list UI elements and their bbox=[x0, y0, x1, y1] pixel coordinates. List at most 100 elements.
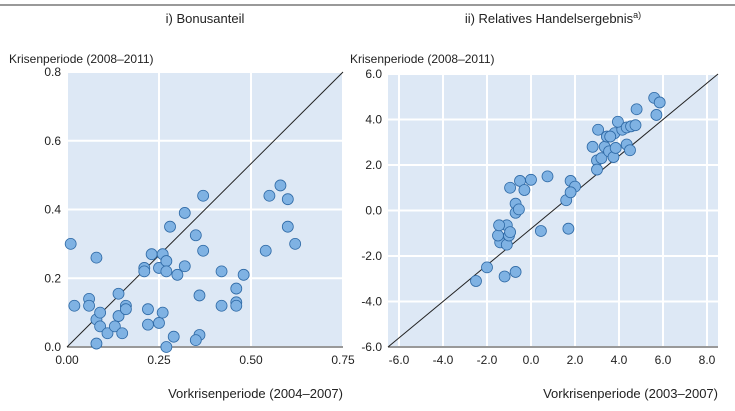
chart-title: ii) Relatives Handelsergebnisa) bbox=[465, 10, 641, 26]
chart-title-text: i) Bonusanteil bbox=[166, 11, 245, 26]
point bbox=[112, 287, 125, 300]
point bbox=[481, 261, 493, 274]
point bbox=[189, 229, 202, 242]
point bbox=[116, 327, 129, 340]
point bbox=[586, 140, 599, 153]
x-tick-label: 0.50 bbox=[239, 353, 263, 367]
y-tick-label: -4.0 bbox=[361, 295, 382, 309]
point bbox=[595, 152, 608, 165]
point bbox=[504, 226, 517, 239]
point bbox=[629, 119, 642, 132]
x-tick-label: 2.0 bbox=[567, 353, 584, 367]
point bbox=[230, 299, 243, 312]
y-tick-label: 6.0 bbox=[365, 67, 382, 81]
point bbox=[112, 310, 125, 322]
point bbox=[64, 237, 77, 250]
point bbox=[591, 163, 603, 176]
y-axis-label: Krisenperiode (2008–2011) bbox=[9, 52, 154, 66]
y-tick-label: -6.0 bbox=[361, 340, 382, 354]
point bbox=[108, 320, 121, 333]
point bbox=[230, 282, 243, 295]
point bbox=[604, 130, 617, 143]
point bbox=[281, 193, 294, 206]
point bbox=[525, 173, 537, 186]
y-tick-label: -2.0 bbox=[361, 249, 382, 263]
point bbox=[90, 251, 103, 264]
point bbox=[564, 186, 577, 199]
x-tick-label: 0.0 bbox=[523, 353, 540, 367]
point bbox=[160, 265, 173, 278]
point bbox=[142, 318, 154, 331]
x-axis-label: Vorkrisenperiode (2004–2007) bbox=[168, 386, 343, 401]
point bbox=[178, 260, 191, 273]
y-tick-label: 0.4 bbox=[44, 203, 61, 217]
y-tick-label: 0.0 bbox=[44, 340, 61, 354]
point bbox=[504, 181, 517, 194]
point bbox=[193, 289, 206, 302]
point bbox=[630, 103, 643, 116]
point bbox=[624, 144, 636, 157]
y-tick-label: 0.2 bbox=[44, 271, 61, 285]
x-tick-label: 0.00 bbox=[55, 353, 79, 367]
point bbox=[145, 248, 158, 261]
y-tick-label: 0.6 bbox=[44, 134, 61, 148]
point bbox=[541, 170, 554, 183]
point bbox=[237, 268, 250, 281]
point bbox=[513, 203, 525, 216]
x-axis-label: Vorkrisenperiode (2003–2007) bbox=[543, 386, 718, 401]
point bbox=[94, 320, 107, 333]
point bbox=[142, 303, 154, 316]
point bbox=[90, 337, 103, 350]
point bbox=[119, 303, 132, 316]
point bbox=[562, 222, 575, 235]
point bbox=[153, 317, 165, 329]
point bbox=[83, 299, 95, 312]
point bbox=[263, 189, 276, 202]
chart-title-text: ii) Relatives Handelsergebnis bbox=[465, 11, 634, 26]
diagonal bbox=[387, 73, 719, 348]
diagonal bbox=[66, 71, 344, 348]
y-tick-label: 0.8 bbox=[44, 65, 61, 79]
x-tick-label: 0.25 bbox=[147, 353, 171, 367]
point bbox=[274, 179, 287, 192]
point bbox=[178, 207, 191, 219]
point bbox=[138, 265, 151, 278]
point bbox=[259, 244, 272, 257]
point bbox=[164, 220, 176, 233]
point bbox=[94, 306, 107, 319]
point bbox=[167, 330, 180, 343]
point bbox=[197, 244, 210, 257]
point bbox=[650, 109, 663, 121]
point bbox=[215, 299, 228, 312]
point bbox=[470, 275, 482, 287]
point bbox=[171, 268, 184, 281]
point bbox=[215, 265, 228, 278]
point bbox=[612, 115, 624, 128]
point bbox=[101, 327, 114, 340]
point bbox=[189, 334, 202, 347]
x-tick-label: -4.0 bbox=[433, 353, 454, 367]
x-tick-label: -2.0 bbox=[477, 353, 498, 367]
x-tick-label: 4.0 bbox=[611, 353, 628, 367]
y-tick-label: 0.0 bbox=[365, 204, 382, 218]
point bbox=[653, 96, 666, 109]
point bbox=[493, 219, 506, 232]
y-axis-label: Krisenperiode (2008–2011) bbox=[350, 52, 495, 66]
x-tick-label: -6.0 bbox=[389, 353, 410, 367]
point bbox=[281, 220, 294, 233]
point bbox=[156, 306, 169, 319]
chart-title: i) Bonusanteil bbox=[166, 11, 245, 26]
point bbox=[498, 270, 511, 283]
chart-title-note: a) bbox=[633, 10, 641, 20]
point bbox=[609, 142, 622, 154]
point bbox=[492, 229, 504, 242]
point bbox=[592, 123, 604, 136]
point bbox=[535, 225, 547, 237]
point bbox=[68, 299, 81, 312]
y-tick-label: 4.0 bbox=[365, 113, 382, 127]
point bbox=[197, 189, 210, 202]
point bbox=[289, 237, 302, 250]
y-tick-label: 2.0 bbox=[365, 158, 382, 172]
point bbox=[160, 255, 173, 267]
